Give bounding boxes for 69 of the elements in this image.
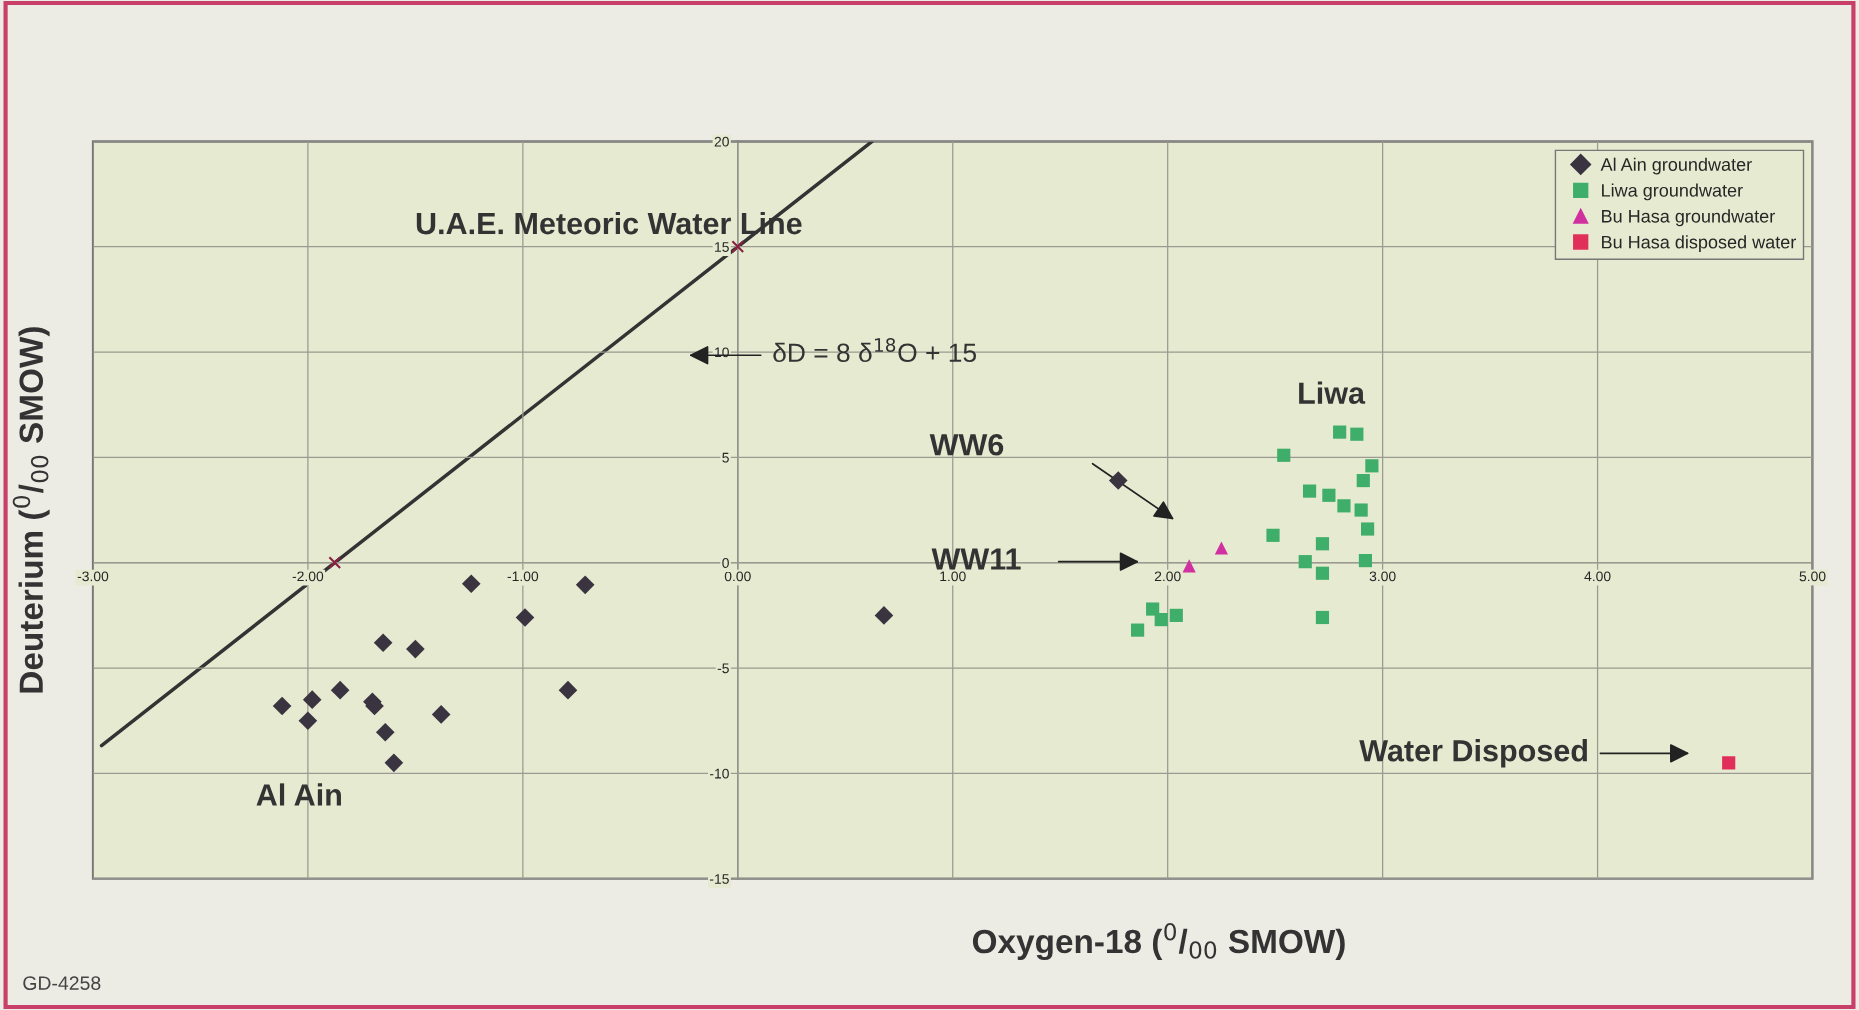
annotation: WW11 [931,548,1021,570]
x-tick-label: -3.00 [77,571,109,582]
y-tick-label: -5 [717,663,729,674]
point [406,639,425,659]
point [461,574,481,594]
point [1169,608,1183,622]
legend-label: Liwa groundwater [1602,183,1743,201]
point [302,690,322,709]
point [330,680,350,700]
point [874,606,894,625]
annotation: Al Ain [256,783,341,806]
y-tick-label: -10 [710,768,729,779]
point [575,575,595,595]
annotation: Water Disposed [1359,739,1587,768]
point [1146,602,1160,616]
point [731,240,745,254]
point [1315,610,1330,625]
point [1214,541,1229,555]
point [1266,528,1280,542]
x-tick-label: 3.00 [1369,571,1396,582]
y-tick-label: 20 [714,136,729,147]
x-tick-label: 2.00 [1154,571,1181,582]
point [298,711,318,731]
point [373,633,393,653]
point [1333,425,1347,439]
point [384,753,404,773]
point [1356,473,1370,488]
point [1350,427,1364,441]
x-tick-label: 1.00 [940,571,966,582]
x-tick-label: 0.00 [724,571,751,582]
point [1337,499,1351,513]
point [1322,488,1336,502]
legend-label: Bu Hasa disposed water [1602,235,1796,253]
point [1722,756,1736,770]
point [328,556,342,570]
point [1365,459,1379,473]
legend-label: Al Ain groundwater [1600,157,1752,175]
point [375,722,395,742]
point [1302,484,1317,498]
y-tick-label: 0 [722,558,729,568]
y-axis-title: Deuterium ($^{0}$/$_{00}$ SMOW) [12,327,50,693]
legend-label: Bu Hasa groundwater [1602,209,1775,227]
y-tick-label: 15 [715,242,729,252]
point [1315,537,1330,551]
point [1154,613,1168,627]
point [1361,522,1375,536]
point [431,705,451,724]
point [1182,559,1196,573]
point [1108,471,1128,490]
x-tick-label: -1.00 [507,571,539,582]
point [1358,554,1373,568]
x-axis-title: Oxygen-18 ($^{0}$/$_{00}$ SMOW) [972,922,1345,961]
point [1298,555,1312,569]
annotation: WW6 [929,433,1004,456]
point [1315,566,1330,580]
point [272,696,292,716]
x-tick-label: -2.00 [292,571,324,582]
x-tick-label: 4.00 [1584,571,1611,582]
annotation: Liwa [1299,381,1366,404]
y-tick-label: -15 [710,874,729,884]
annotation: δD = 8 δ$^{18}$O + 15 [773,338,977,363]
y-tick-label: 5 [722,452,729,463]
text: GD-4258 [23,976,101,990]
point [558,680,578,700]
point [1354,503,1368,517]
point [1277,448,1291,462]
point [515,608,535,627]
x-tick-label: 5.00 [1799,571,1826,582]
point [1131,623,1145,637]
